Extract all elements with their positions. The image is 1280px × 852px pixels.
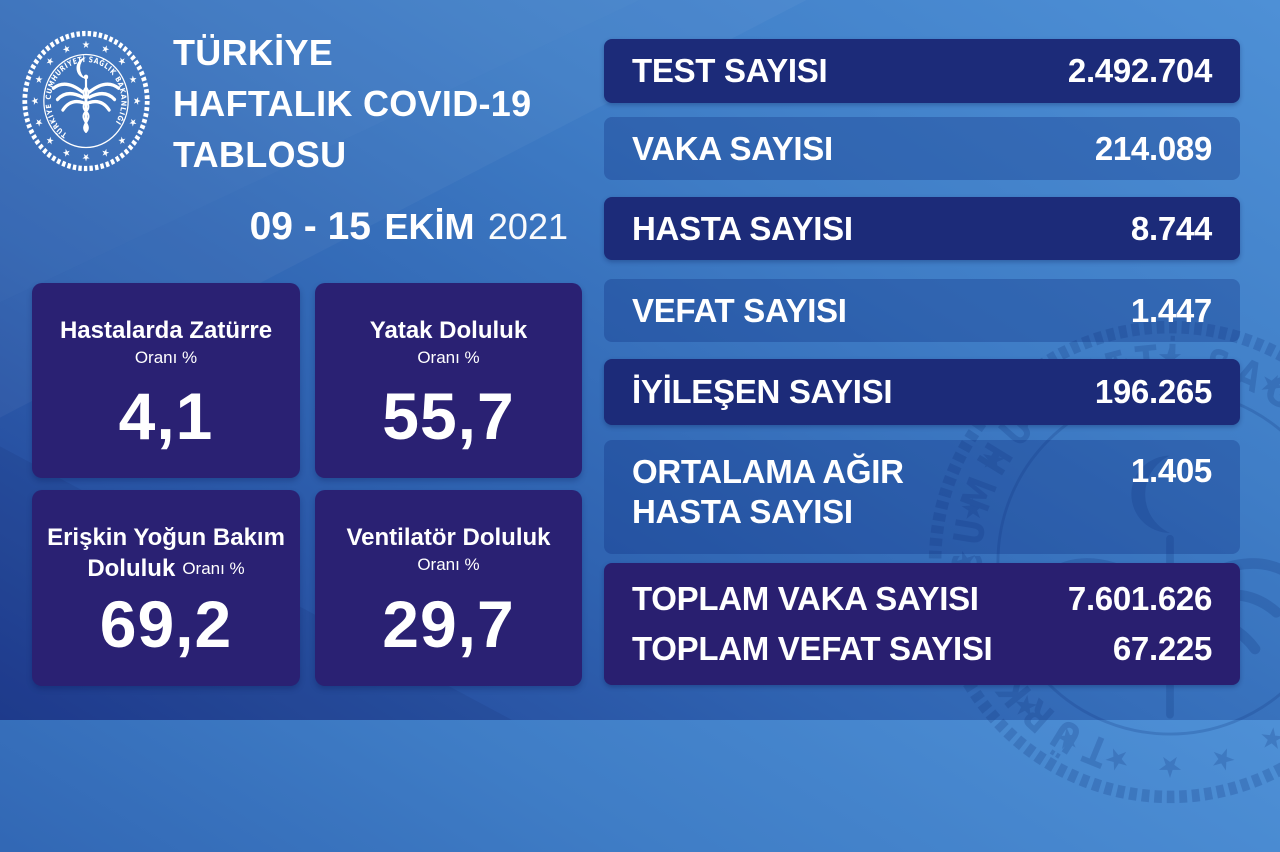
total-value: 7.601.626 <box>1067 580 1212 618</box>
card-title: Yatak Doluluk <box>369 317 528 344</box>
card-value: 69,2 <box>99 587 233 661</box>
star-icon: ★ <box>82 151 91 163</box>
star-icon: ★ <box>44 54 57 69</box>
date-year: 2021 <box>487 206 568 247</box>
card-title: Ventilatör Doluluk <box>346 524 551 551</box>
star-icon: ★ <box>126 73 139 86</box>
star-icon: ★ <box>115 54 128 69</box>
card-subtitle: Oranı % <box>315 555 582 575</box>
star-icon: ★ <box>1206 740 1240 780</box>
star-icon: ★ <box>30 96 40 105</box>
total-label: TOPLAM VEFAT SAYISI <box>632 629 993 667</box>
card-value: 4,1 <box>118 379 214 453</box>
total-label: TOPLAM VAKA SAYISI <box>632 580 979 618</box>
stat-value: 2.492.704 <box>1067 52 1212 89</box>
stat-row-iyilesen-sayisi: İYİLEŞEN SAYISI 196.265 <box>604 359 1240 425</box>
star-icon: ★ <box>33 116 46 129</box>
star-icon: ★ <box>33 73 46 86</box>
card-title: Hastalarda Zatürre <box>59 317 273 344</box>
card-title: Erişkin Yoğun Bakım <box>47 524 285 551</box>
star-icon: ★ <box>1253 718 1280 760</box>
star-icon: ★ <box>61 145 73 159</box>
rate-card-eriskin-yogun-bakim-doluluk: Erişkin Yoğun Bakım Doluluk Oranı % 69,2 <box>32 490 300 686</box>
page-title: TÜRKİYE HAFTALIK COVID-19 TABLOSU <box>173 27 531 180</box>
card-header: Hastalarda Zatürre Oranı % <box>32 316 300 368</box>
card-value: 29,7 <box>382 587 515 661</box>
star-icon: ★ <box>1157 750 1183 784</box>
stat-label: VAKA SAYISI <box>632 129 833 167</box>
date-month: EKİM <box>384 206 475 247</box>
title-line: HAFTALIK COVID-19 <box>173 83 532 124</box>
stat-value: 1.447 <box>1130 291 1212 329</box>
stat-row-vefat-sayisi: VEFAT SAYISI 1.447 <box>604 279 1240 342</box>
date-days: 09 - 15 <box>249 205 371 248</box>
logo-inner-ring <box>43 53 129 149</box>
card-title-secondary: Doluluk <box>87 555 176 582</box>
title-line: TABLOSU <box>173 134 347 175</box>
card-subtitle-label: Oranı % <box>417 555 480 574</box>
stat-row-test-sayisi: TEST SAYISI 2.492.704 <box>604 39 1240 103</box>
stat-label: VEFAT SAYISI <box>632 291 847 329</box>
rate-cards: Hastalarda Zatürre Oranı % 4,1 Yatak Dol… <box>32 283 582 686</box>
covid-weekly-dashboard: { "page": { "name": "Türkiye Haftalık CO… <box>0 0 1280 804</box>
star-icon: ★ <box>115 133 128 148</box>
star-icon: ★ <box>99 43 111 57</box>
caduceus-icon <box>51 57 121 133</box>
weekly-stats: TEST SAYISI 2.492.704 VAKA SAYISI 214.08… <box>604 0 1240 720</box>
card-header: Yatak Doluluk Oranı % <box>315 316 582 368</box>
title-line: TÜRKİYE <box>173 32 334 73</box>
card-subtitle: Oranı % <box>315 348 582 368</box>
star-icon: ★ <box>99 145 111 159</box>
star-icon: ★ <box>61 43 73 57</box>
stat-row-hasta-sayisi: HASTA SAYISI 8.744 <box>604 197 1240 260</box>
stat-label: TEST SAYISI <box>632 52 828 89</box>
totals-panel: TOPLAM VAKA SAYISI 7.601.626 TOPLAM VEFA… <box>604 563 1240 685</box>
total-row-toplam-vefat-sayisi: TOPLAM VEFAT SAYISI 67.225 <box>632 630 1212 668</box>
stat-value: 8.744 <box>1130 209 1212 247</box>
rate-card-yatak-doluluk: Yatak Doluluk Oranı % 55,7 <box>315 283 582 478</box>
stat-row-ortalama-agir-hasta-sayisi: ORTALAMA AĞIR HASTA SAYISI 1.405 <box>604 440 1240 554</box>
rate-card-ventilator-doluluk: Ventilatör Doluluk Oranı % 29,7 <box>315 490 582 686</box>
star-icon: ★ <box>82 40 91 52</box>
stat-label: HASTA SAYISI <box>632 209 853 247</box>
card-subtitle: Doluluk Oranı % <box>32 555 300 583</box>
rate-card-hastalarda-zaturre: Hastalarda Zatürre Oranı % 4,1 <box>32 283 300 478</box>
card-subtitle-label: Oranı % <box>182 559 245 578</box>
stat-label: ORTALAMA AĞIR HASTA SAYISI <box>632 453 904 530</box>
card-subtitle-label: Oranı % <box>417 348 480 367</box>
card-value: 55,7 <box>382 379 515 453</box>
star-icon: ★ <box>44 133 57 148</box>
card-subtitle: Oranı % <box>32 348 300 368</box>
stat-value: 196.265 <box>1094 373 1212 410</box>
star-icon: ★ <box>126 116 139 129</box>
stat-value: 1.405 <box>1130 452 1212 489</box>
stat-label: İYİLEŞEN SAYISI <box>632 373 893 410</box>
logo-rope-ring <box>22 30 150 172</box>
stat-value: 214.089 <box>1094 129 1212 167</box>
ministry-of-health-logo: ★★★★★★★★★★★★★★★★ TÜRKİYE CUMHURİYETİ SAĞ… <box>22 30 150 172</box>
total-row-toplam-vaka-sayisi: TOPLAM VAKA SAYISI 7.601.626 <box>632 580 1212 618</box>
total-value: 67.225 <box>1112 629 1212 667</box>
date-range: 09 - 15 EKİM 2021 <box>172 205 568 249</box>
stat-row-vaka-sayisi: VAKA SAYISI 214.089 <box>604 117 1240 180</box>
card-header: Ventilatör Doluluk Oranı % <box>315 523 582 575</box>
card-header: Erişkin Yoğun Bakım Doluluk Oranı % <box>32 523 300 583</box>
card-subtitle-label: Oranı % <box>134 348 198 367</box>
star-icon: ★ <box>131 96 141 105</box>
